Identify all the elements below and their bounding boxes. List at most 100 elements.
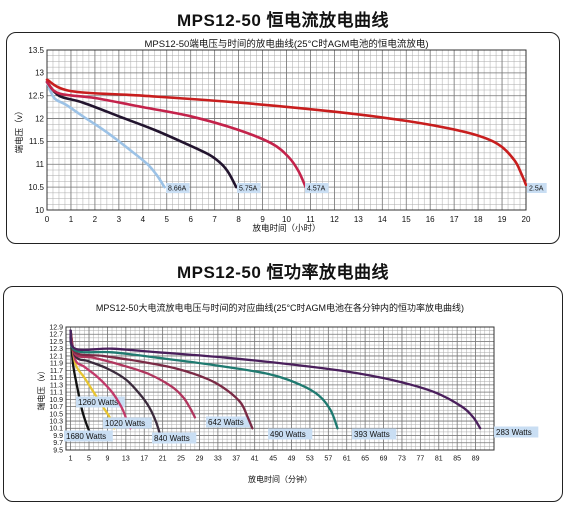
y-tick-label: 10.7 (49, 404, 63, 411)
series-label-box (206, 416, 251, 428)
plot-frame (65, 326, 495, 451)
series-label-box (64, 430, 113, 442)
series-line (69, 329, 132, 430)
series-label: 1680 Watts (66, 432, 106, 441)
y-tick-label: 11.5 (29, 137, 45, 146)
plot-frame (46, 49, 527, 211)
series-label-box (527, 183, 547, 193)
series-label: 642 Watts (208, 418, 244, 427)
x-axis-label: 放电时间（小时） (252, 223, 320, 233)
x-tick-label: 5 (87, 455, 91, 462)
y-tick-label: 9.5 (53, 447, 63, 454)
y-tick-label: 11.5 (50, 375, 63, 382)
x-tick-label: 11 (306, 215, 315, 224)
x-tick-label: 81 (435, 455, 443, 462)
x-tick-label: 2 (93, 215, 98, 224)
y-tick-label: 10.5 (28, 183, 44, 192)
x-tick-label: 12 (330, 215, 339, 224)
x-tick-label: 33 (214, 455, 222, 462)
x-tick-label: 17 (450, 215, 459, 224)
series-line (45, 80, 238, 189)
series-line (45, 78, 528, 187)
x-tick-label: 13 (122, 455, 130, 462)
y-tick-label: 12.7 (49, 332, 63, 339)
y-tick-label: 12 (35, 114, 44, 123)
x-tick-label: 57 (324, 455, 332, 462)
x-tick-label: 61 (343, 455, 351, 462)
y-axis-label: 端电压（v） (36, 367, 46, 411)
series-line (69, 329, 116, 430)
series-label: 1260 Watts (78, 398, 118, 407)
series-label: 4.57A (307, 185, 326, 192)
series-line (45, 80, 166, 189)
y-tick-label: 9.9 (53, 433, 63, 440)
series-label-box (76, 396, 125, 408)
series-line (69, 329, 254, 430)
x-tick-label: 65 (361, 455, 369, 462)
x-tick-label: 25 (177, 455, 185, 462)
x-tick-label: 0 (45, 215, 50, 224)
x-tick-label: 20 (522, 215, 531, 224)
y-tick-label: 9.7 (53, 440, 63, 447)
x-tick-label: 15 (402, 215, 411, 224)
series-line (45, 80, 307, 189)
series-label-box (237, 183, 261, 193)
y-tick-label: 12.3 (49, 346, 63, 353)
x-tick-label: 53 (306, 455, 314, 462)
x-tick-label: 17 (140, 455, 148, 462)
series-label: 283 Watts (496, 428, 532, 437)
x-tick-label: 41 (251, 455, 259, 462)
x-tick-label: 73 (398, 455, 406, 462)
x-tick-label: 14 (378, 215, 387, 224)
x-tick-label: 7 (212, 215, 217, 224)
y-tick-label: 10.9 (49, 397, 63, 404)
series-line (69, 329, 162, 437)
y-tick-label: 11.3 (50, 382, 63, 389)
y-tick-label: 11.9 (50, 361, 63, 368)
series-line (69, 329, 482, 430)
x-tick-label: 9 (260, 215, 265, 224)
x-tick-label: 9 (105, 455, 109, 462)
series-label-box (152, 432, 197, 444)
x-tick-label: 10 (282, 215, 291, 224)
x-tick-label: 21 (159, 455, 167, 462)
series-label: 5.75A (239, 185, 258, 192)
main-title-constant-current: MPS12-50 恒电流放电曲线 (176, 11, 390, 30)
series-label-box (103, 417, 152, 429)
x-tick-label: 16 (426, 215, 435, 224)
chart-title: MPS12-50端电压与时间的放电曲线(25°C时AGM电池的恒电流放电) (144, 38, 428, 50)
x-tick-label: 18 (474, 215, 483, 224)
y-tick-label: 12.5 (28, 92, 44, 101)
series-line (69, 329, 197, 419)
x-axis-label: 放电时间（分钟） (248, 474, 312, 484)
series-label-box (305, 183, 329, 193)
x-tick-label: 1 (69, 455, 73, 462)
x-tick-label: 5 (165, 215, 170, 224)
y-tick-label: 11 (36, 160, 45, 169)
series-label: 8.66A (168, 185, 187, 192)
x-tick-label: 1 (69, 215, 74, 224)
series-label-box (268, 428, 313, 440)
x-tick-label: 89 (472, 455, 480, 462)
series-label: 393 Watts (354, 430, 390, 439)
x-tick-label: 3 (117, 215, 122, 224)
main-title-constant-power: MPS12-50 恒功率放电曲线 (176, 263, 390, 282)
x-tick-label: 6 (188, 215, 193, 224)
y-tick-label: 10.5 (49, 411, 63, 418)
x-tick-label: 45 (269, 455, 277, 462)
y-tick-label: 13.5 (28, 46, 44, 55)
y-tick-label: 13 (35, 69, 44, 78)
x-tick-label: 77 (416, 455, 424, 462)
series-line (69, 329, 339, 430)
x-tick-label: 29 (196, 455, 204, 462)
y-tick-label: 10.1 (49, 426, 63, 433)
x-tick-label: 85 (453, 455, 461, 462)
series-label: 2.5A (529, 185, 544, 192)
series-label: 490 Watts (270, 430, 306, 439)
y-tick-label: 11.1 (50, 390, 63, 397)
y-tick-label: 11.7 (50, 368, 63, 375)
x-tick-label: 37 (232, 455, 240, 462)
y-tick-label: 12.1 (49, 353, 63, 360)
